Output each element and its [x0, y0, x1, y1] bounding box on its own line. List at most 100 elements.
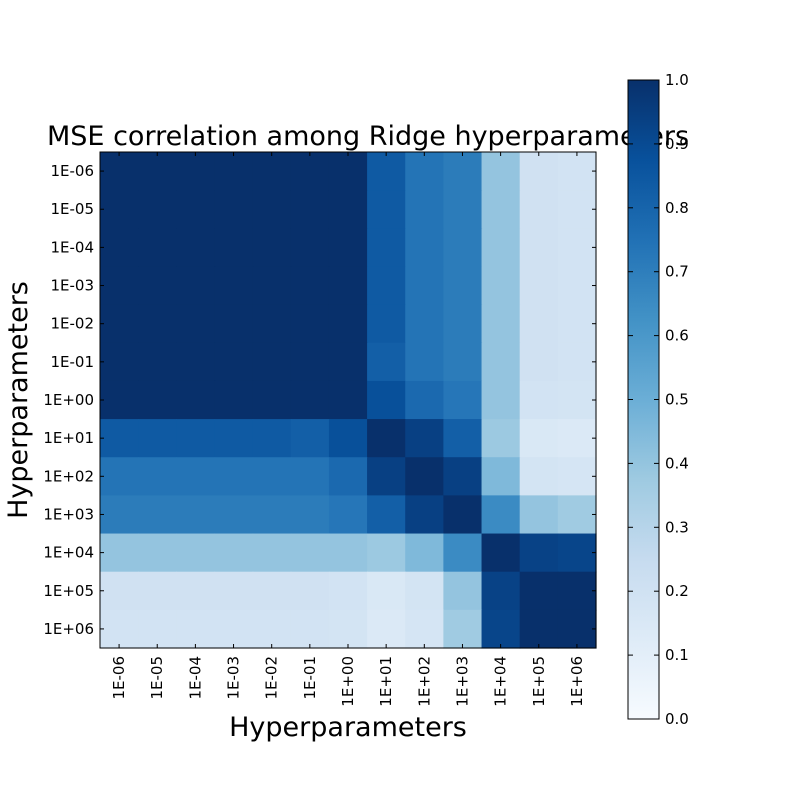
x-tick-label: 1E-03	[225, 656, 243, 700]
heatmap-cell	[405, 228, 444, 268]
heatmap-cell	[100, 342, 139, 382]
heatmap-cell	[214, 495, 254, 535]
heatmap-cell	[367, 571, 406, 611]
colorbar-tick-label: 0.7	[665, 263, 689, 281]
heatmap-cell	[252, 495, 292, 535]
y-tick-label: 1E+02	[43, 467, 94, 485]
heatmap-cell	[481, 380, 521, 420]
heatmap-cell	[405, 495, 444, 535]
heatmap-cell	[100, 152, 139, 191]
heatmap-cell	[557, 380, 597, 420]
heatmap-cell	[100, 419, 139, 458]
heatmap-cell	[176, 190, 216, 229]
y-tick-label: 1E-06	[50, 162, 94, 180]
heatmap-cell	[481, 266, 521, 306]
heatmap-cell	[481, 457, 521, 496]
x-tick-label: 1E+00	[339, 656, 357, 707]
heatmap-cell	[481, 609, 521, 649]
heatmap-cell	[290, 495, 330, 535]
heatmap-cell	[367, 609, 406, 649]
heatmap-cell	[557, 571, 597, 611]
x-tick-label: 1E-05	[148, 656, 166, 700]
heatmap-cell	[443, 571, 483, 611]
heatmap-cell	[176, 342, 216, 382]
x-tick-label: 1E-06	[110, 656, 128, 700]
heatmap-cell	[443, 533, 483, 573]
heatmap-cell	[443, 419, 483, 458]
heatmap-cell	[405, 304, 444, 344]
heatmap-cell	[290, 342, 330, 382]
colorbar	[627, 79, 660, 720]
chart-title: MSE correlation among Ridge hyperparamet…	[47, 121, 689, 152]
heatmap-cell	[557, 457, 597, 496]
heatmap-cell	[176, 457, 216, 496]
heatmap-cell	[557, 342, 597, 382]
heatmap-cell	[176, 495, 216, 535]
heatmap-cell	[367, 304, 406, 344]
x-tick-label: 1E+02	[415, 656, 433, 707]
heatmap-cell	[138, 342, 177, 382]
heatmap-cells	[100, 152, 597, 649]
heatmap-cell	[100, 609, 139, 649]
heatmap-cell	[100, 457, 139, 496]
x-tick-label: 1E+05	[530, 656, 548, 707]
heatmap-cell	[138, 609, 177, 649]
heatmap-cell	[138, 266, 177, 306]
heatmap-cell	[176, 533, 216, 573]
colorbar-tick-label: 0.3	[665, 518, 689, 536]
heatmap-cell	[443, 266, 483, 306]
heatmap-cell	[252, 152, 292, 191]
heatmap-cell	[481, 533, 521, 573]
heatmap-cell	[138, 304, 177, 344]
heatmap-cell	[519, 266, 559, 306]
heatmap-cell	[557, 266, 597, 306]
heatmap-cell	[100, 571, 139, 611]
heatmap-cell	[328, 228, 368, 268]
heatmap-cell	[328, 533, 368, 573]
heatmap-cell	[176, 419, 216, 458]
heatmap-cell	[405, 152, 444, 191]
heatmap-cell	[557, 228, 597, 268]
heatmap-cell	[252, 304, 292, 344]
heatmap-cell	[557, 304, 597, 344]
heatmap-cell	[367, 152, 406, 191]
colorbar-tick-label: 0.8	[665, 199, 689, 217]
heatmap-cell	[290, 571, 330, 611]
heatmap-cell	[328, 419, 368, 458]
heatmap-cell	[214, 228, 254, 268]
y-tick-label: 1E-03	[50, 277, 94, 295]
heatmap-cell	[138, 457, 177, 496]
x-tick-label: 1E-01	[301, 656, 319, 700]
heatmap-cell	[443, 457, 483, 496]
x-tick-label: 1E+01	[377, 656, 395, 707]
colorbar-tick-label: 0.9	[665, 135, 689, 153]
heatmap-cell	[443, 152, 483, 191]
heatmap-cell	[328, 457, 368, 496]
heatmap-cell	[405, 419, 444, 458]
y-tick-label: 1E+05	[43, 582, 94, 600]
heatmap-cell	[519, 495, 559, 535]
heatmap-cell	[367, 457, 406, 496]
colorbar-tick-label: 0.1	[665, 646, 689, 664]
heatmap-cell	[519, 228, 559, 268]
heatmap-cell	[405, 342, 444, 382]
heatmap-cell	[290, 304, 330, 344]
heatmap-cell	[252, 266, 292, 306]
heatmap-cell	[290, 190, 330, 229]
heatmap-cell	[252, 228, 292, 268]
heatmap-cell	[519, 304, 559, 344]
heatmap-cell	[138, 419, 177, 458]
heatmap-cell	[252, 190, 292, 229]
heatmap-cell	[443, 380, 483, 420]
heatmap-cell	[214, 152, 254, 191]
heatmap-cell	[138, 571, 177, 611]
heatmap-cell	[290, 152, 330, 191]
heatmap-cell	[328, 571, 368, 611]
heatmap-cell	[328, 304, 368, 344]
heatmap-cell	[405, 266, 444, 306]
heatmap-cell	[367, 419, 406, 458]
heatmap-cell	[214, 533, 254, 573]
x-tick-label: 1E+06	[568, 656, 586, 707]
heatmap-cell	[138, 495, 177, 535]
